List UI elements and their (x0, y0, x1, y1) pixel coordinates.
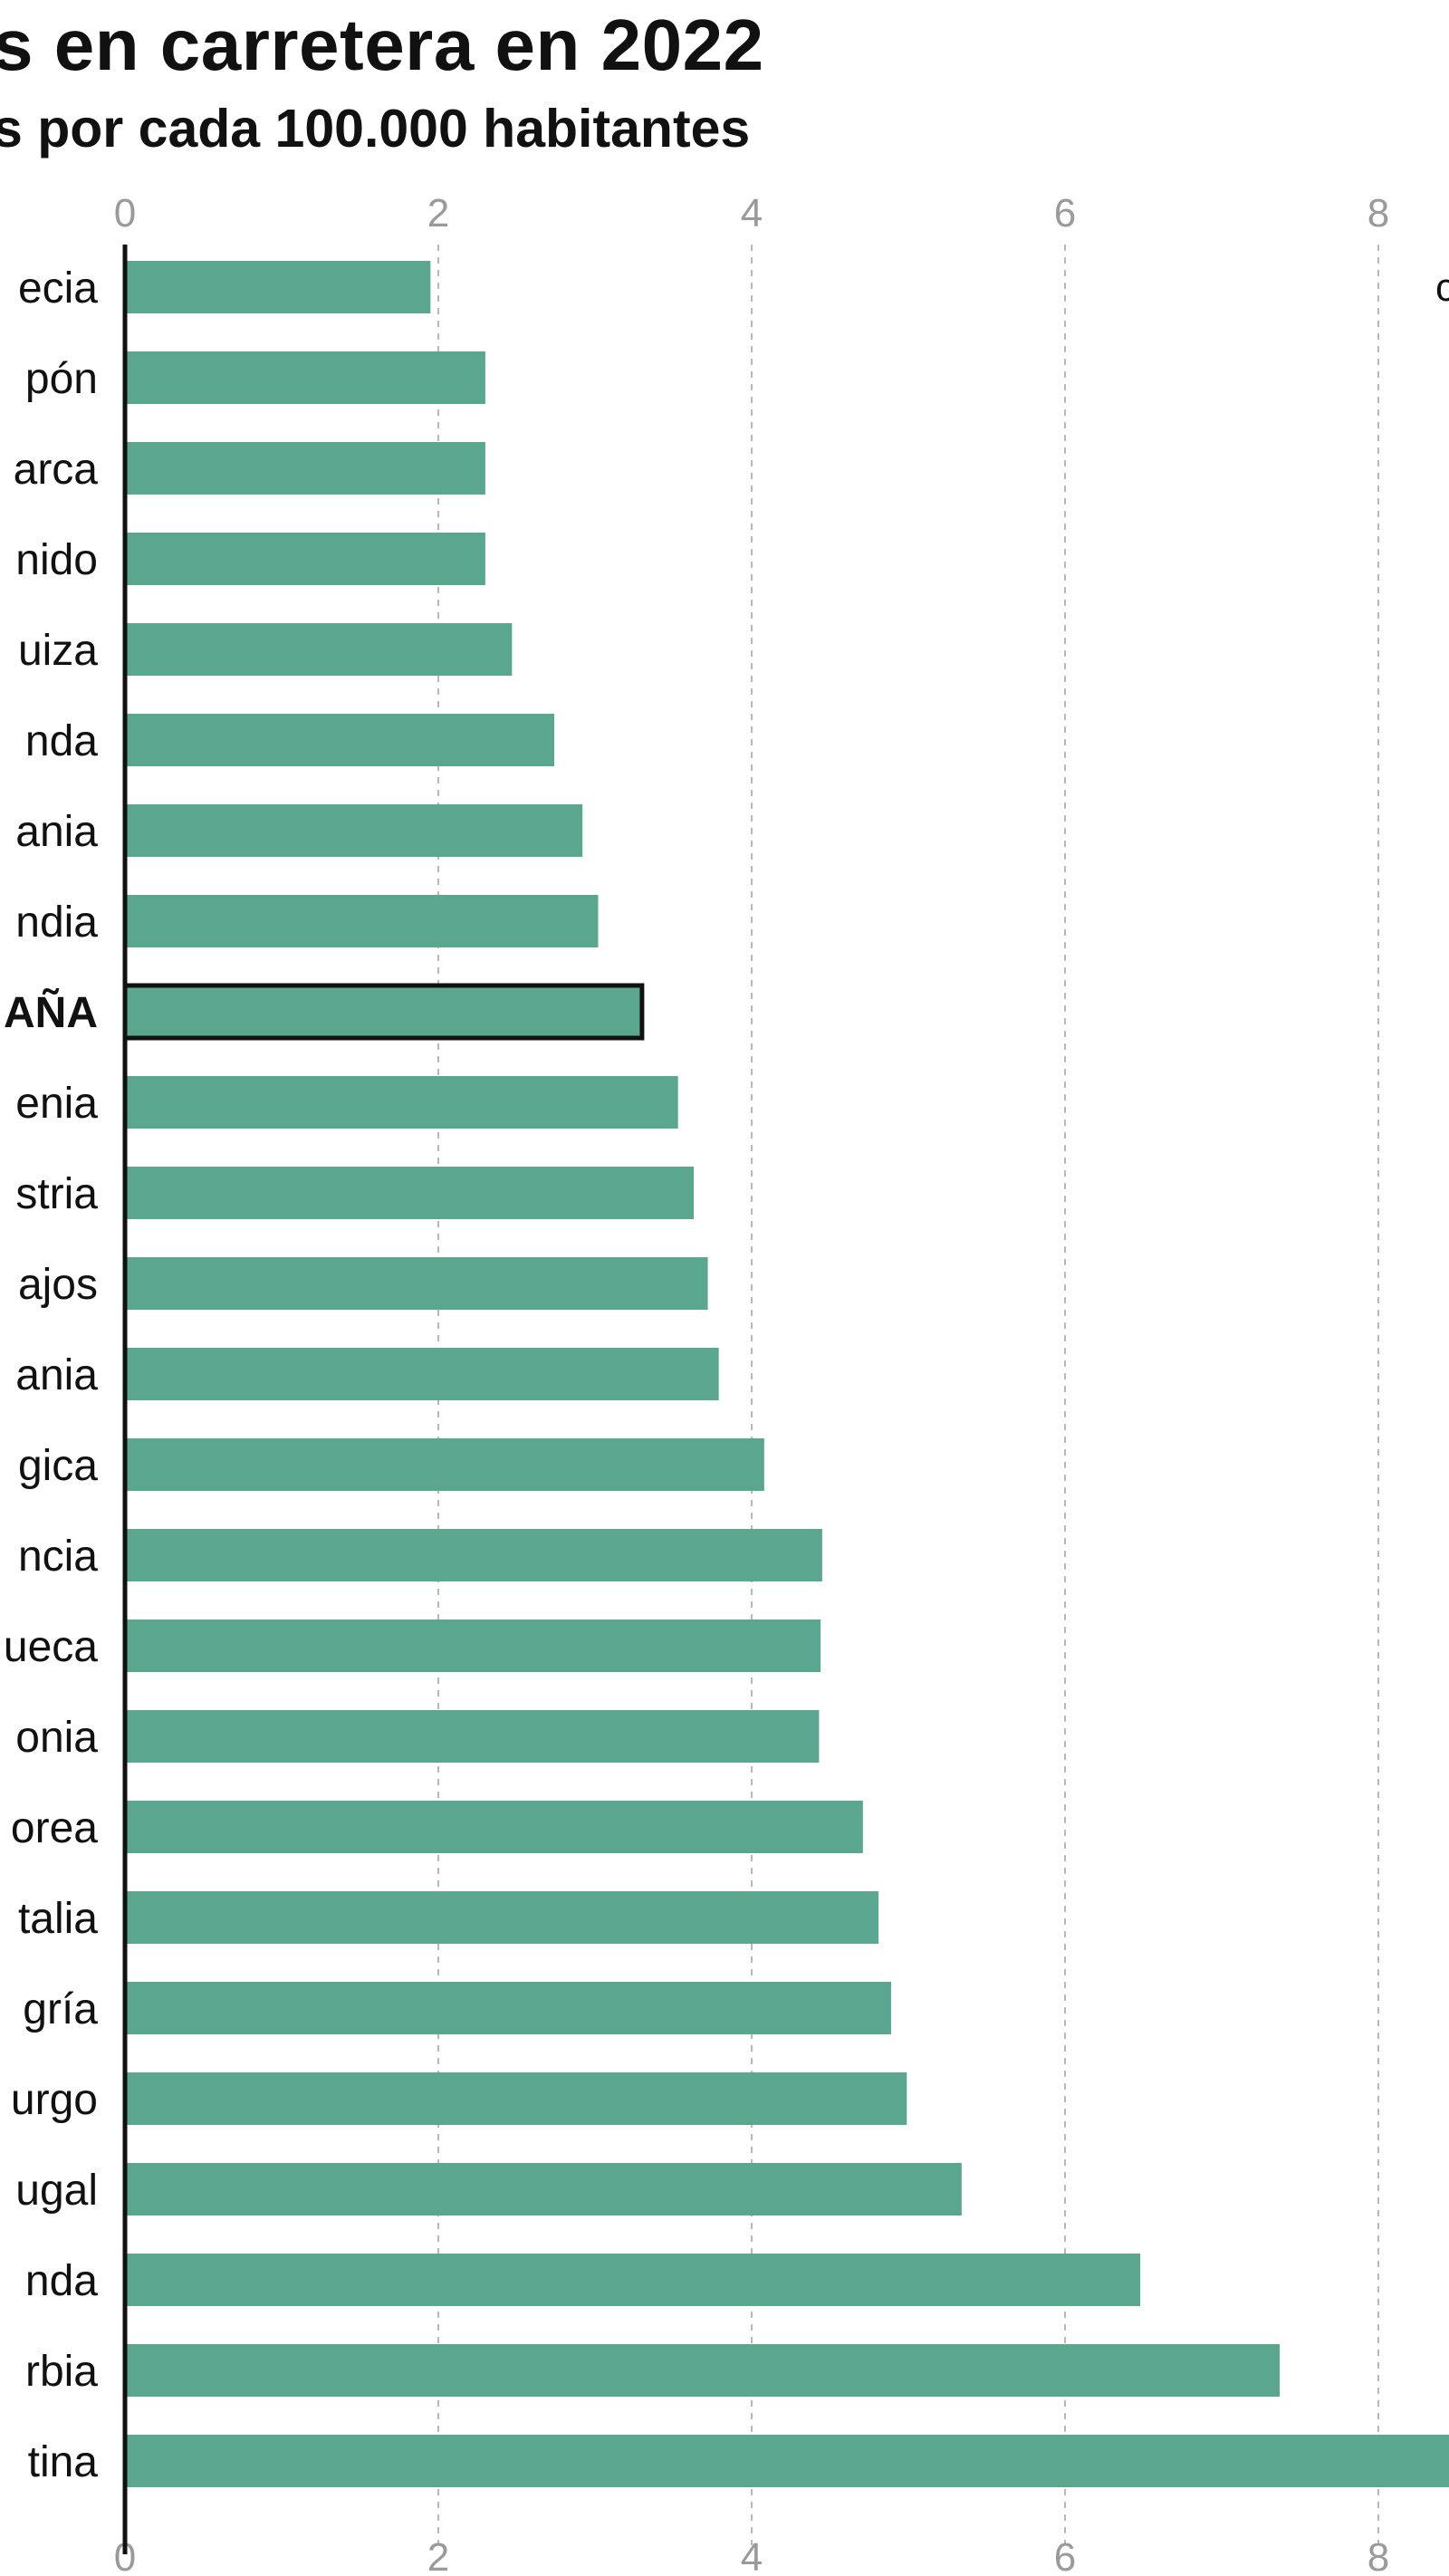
category-label: ugal (15, 2167, 98, 2215)
category-label: ecia (18, 264, 98, 312)
bar (125, 1620, 821, 1672)
category-label: nda (25, 717, 98, 765)
bar (125, 1438, 764, 1491)
bar (125, 442, 485, 495)
chart-title: s en carretera en 2022 (0, 5, 764, 85)
x-tick-bottom: 6 (1054, 2535, 1076, 2576)
x-tick-top: 4 (741, 191, 763, 235)
category-label: orea (11, 1804, 98, 1852)
bar (125, 1982, 891, 2034)
category-label: arca (14, 446, 99, 494)
category-label: ania (15, 1351, 98, 1399)
category-labels: ecia pón arca nido uiza nda ania ndia AÑA enia str… (4, 264, 98, 2486)
x-tick-top: 2 (427, 191, 449, 235)
bar (125, 804, 583, 857)
category-label: ueca (4, 1623, 98, 1671)
category-label: ajos (18, 1261, 98, 1309)
corner-note: c (1435, 265, 1449, 310)
bar (125, 623, 513, 676)
bar (125, 1529, 822, 1581)
bars (122, 261, 1449, 2487)
category-label: stria (15, 1170, 98, 1218)
bar (125, 2163, 962, 2216)
category-label: nido (15, 536, 98, 584)
category-label: gica (18, 1442, 98, 1490)
bar (125, 1710, 820, 1763)
category-label: ncia (18, 1533, 98, 1581)
category-label: urgo (11, 2076, 98, 2124)
bar (125, 1076, 678, 1129)
bar (125, 895, 599, 947)
x-tick-top: 8 (1367, 191, 1389, 235)
category-label: uiza (18, 627, 98, 675)
x-tick-top: 0 (114, 191, 136, 235)
category-label: nda (25, 2257, 98, 2305)
x-tick-top: 6 (1054, 191, 1076, 235)
bar (125, 1801, 863, 1853)
category-label: gría (23, 1985, 98, 2033)
bar (125, 261, 431, 313)
category-label: enia (15, 1080, 98, 1128)
category-label: ndia (15, 899, 98, 947)
bar (125, 1257, 708, 1310)
x-tick-bottom: 8 (1367, 2535, 1389, 2576)
x-tick-bottom: 4 (741, 2535, 763, 2576)
category-label: tina (28, 2438, 99, 2486)
bar (125, 1348, 719, 1400)
bar (125, 714, 555, 766)
bar (125, 351, 485, 404)
category-label: rbia (25, 2348, 98, 2396)
bar (125, 1167, 694, 1219)
bar (125, 1891, 879, 1944)
category-label: onia (15, 1714, 98, 1762)
bar (125, 533, 485, 585)
category-label: talia (18, 1895, 98, 1943)
category-label: ania (15, 808, 98, 856)
category-label: pón (25, 355, 98, 403)
bar (125, 2072, 907, 2125)
bar (125, 2344, 1281, 2397)
x-tick-bottom: 2 (427, 2535, 449, 2576)
bar (125, 2254, 1141, 2306)
bar-highlighted (122, 983, 645, 1041)
bar (125, 2435, 1449, 2487)
category-label: AÑA (4, 987, 98, 1037)
x-axis-top: 0 2 4 6 8 (114, 191, 1389, 235)
chart-subtitle: s por cada 100.000 habitantes (0, 99, 751, 159)
